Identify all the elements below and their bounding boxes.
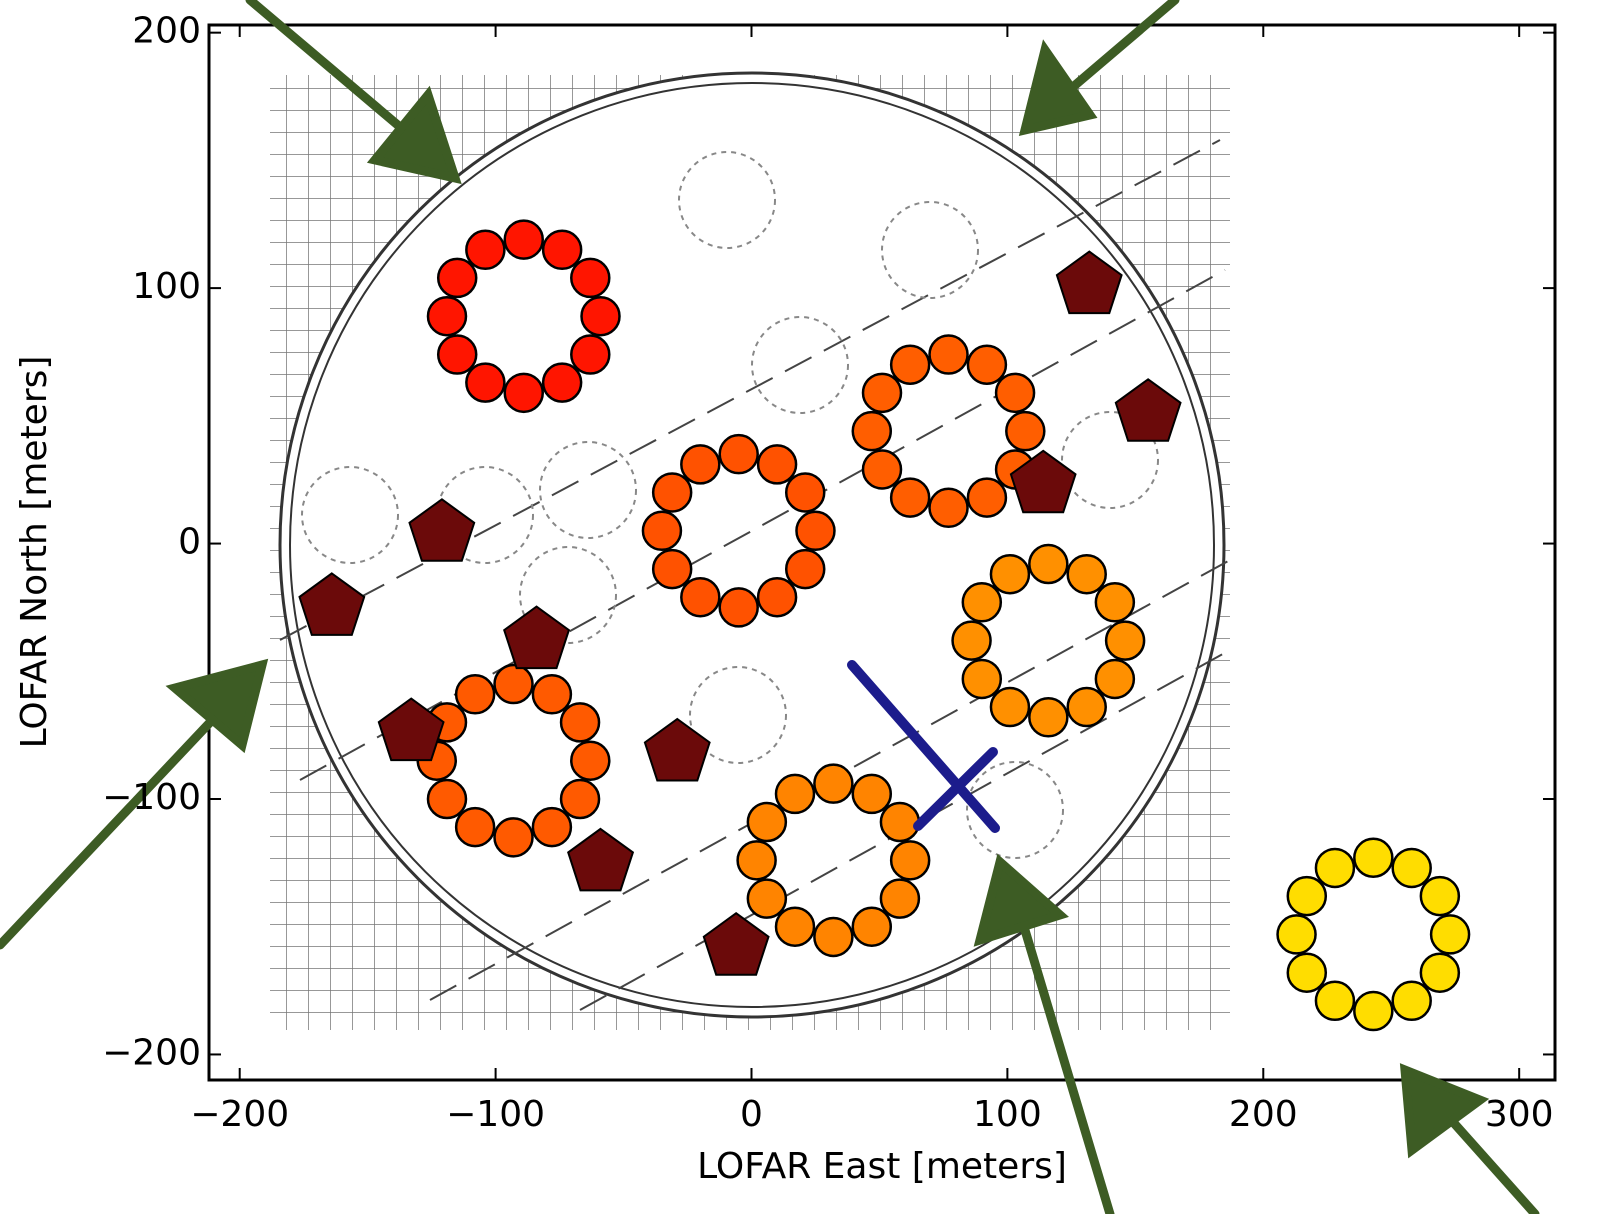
antenna-marker	[1029, 698, 1067, 736]
antenna-marker	[653, 473, 691, 511]
antenna-marker	[1316, 849, 1354, 887]
x-axis-label: LOFAR East [meters]	[697, 1146, 1067, 1187]
antenna-marker	[1006, 412, 1044, 450]
antenna-marker	[953, 622, 991, 660]
antenna-marker	[571, 742, 609, 780]
y-tick-label: 200	[132, 11, 201, 52]
antenna-marker	[963, 660, 1001, 698]
antenna-marker	[456, 675, 494, 713]
antenna-marker	[1354, 992, 1392, 1030]
antenna-marker	[758, 445, 796, 483]
antenna-marker	[438, 336, 476, 374]
antenna-marker	[1393, 849, 1431, 887]
antenna-marker	[748, 803, 786, 841]
antenna-marker	[1288, 877, 1326, 915]
antenna-marker	[720, 588, 758, 626]
antenna-marker	[543, 364, 581, 402]
antenna-marker	[776, 775, 814, 813]
antenna-marker	[1354, 839, 1392, 877]
antenna-marker	[643, 512, 681, 550]
x-tick-label: 200	[1229, 1094, 1298, 1135]
antenna-marker	[505, 221, 543, 259]
y-axis-label: LOFAR North [meters]	[14, 356, 55, 749]
antenna-marker	[1096, 583, 1134, 621]
antenna-marker	[428, 780, 466, 818]
antenna-marker	[456, 808, 494, 846]
antenna-marker	[853, 908, 891, 946]
antenna-marker	[495, 665, 533, 703]
antenna-marker	[571, 259, 609, 297]
antenna-marker	[1106, 622, 1144, 660]
antenna-marker	[1393, 982, 1431, 1020]
antenna-marker	[466, 364, 504, 402]
y-tick-label: 100	[132, 266, 201, 307]
y-tick-label: 0	[178, 522, 201, 563]
x-tick-label: 300	[1485, 1094, 1554, 1135]
antenna-marker	[495, 818, 533, 856]
antenna-marker	[881, 803, 919, 841]
antenna-marker	[1288, 954, 1326, 992]
antenna-marker	[533, 808, 571, 846]
antenna-marker	[930, 336, 968, 374]
antenna-marker	[1029, 545, 1067, 583]
x-tick-label: 0	[740, 1094, 763, 1135]
antenna-marker	[891, 841, 929, 879]
y-tick-label: −100	[102, 777, 201, 818]
antenna-marker	[582, 297, 620, 335]
antenna-marker	[853, 412, 891, 450]
antenna-marker	[1278, 915, 1316, 953]
antenna-marker	[1431, 915, 1469, 953]
antenna-marker	[758, 578, 796, 616]
antenna-marker	[991, 555, 1029, 593]
antenna-marker	[681, 445, 719, 483]
antenna-marker	[738, 841, 776, 879]
antenna-marker	[466, 231, 504, 269]
antenna-marker	[748, 880, 786, 918]
antenna-marker	[863, 450, 901, 488]
antenna-marker	[561, 703, 599, 741]
antenna-marker	[428, 297, 466, 335]
antenna-marker	[681, 578, 719, 616]
y-tick-label: −200	[102, 1032, 201, 1073]
antenna-marker	[543, 231, 581, 269]
antenna-marker	[1316, 982, 1354, 1020]
antenna-marker	[891, 479, 929, 517]
antenna-marker	[991, 688, 1029, 726]
antenna-marker	[930, 489, 968, 527]
antenna-marker	[653, 550, 691, 588]
antenna-marker	[505, 374, 543, 412]
antenna-marker	[571, 336, 609, 374]
antenna-marker	[814, 918, 852, 956]
antenna-marker	[863, 374, 901, 412]
antenna-marker	[968, 346, 1006, 384]
antenna-marker	[853, 775, 891, 813]
antenna-marker	[963, 583, 1001, 621]
antenna-marker	[1068, 555, 1106, 593]
antenna-marker	[891, 346, 929, 384]
chart: LOFAR East [meters] LOFAR North [meters]…	[0, 0, 1597, 1214]
antenna-marker	[996, 374, 1034, 412]
x-tick-label: −100	[446, 1094, 545, 1135]
x-tick-label: −200	[190, 1094, 289, 1135]
antenna-marker	[776, 908, 814, 946]
antenna-marker	[881, 880, 919, 918]
antenna-marker	[533, 675, 571, 713]
antenna-marker	[1096, 660, 1134, 698]
antenna-marker	[438, 259, 476, 297]
antenna-marker	[561, 780, 599, 818]
antenna-marker	[1068, 688, 1106, 726]
antenna-marker	[720, 435, 758, 473]
antenna-marker	[1421, 877, 1459, 915]
page: LOFAR East [meters] LOFAR North [meters]…	[0, 0, 1597, 1218]
antenna-marker	[796, 512, 834, 550]
antenna-marker	[786, 550, 824, 588]
antenna-marker	[786, 473, 824, 511]
x-tick-label: 100	[973, 1094, 1042, 1135]
background-map	[270, 73, 1230, 1030]
antenna-marker	[1421, 954, 1459, 992]
antenna-marker	[968, 479, 1006, 517]
antenna-marker	[814, 765, 852, 803]
